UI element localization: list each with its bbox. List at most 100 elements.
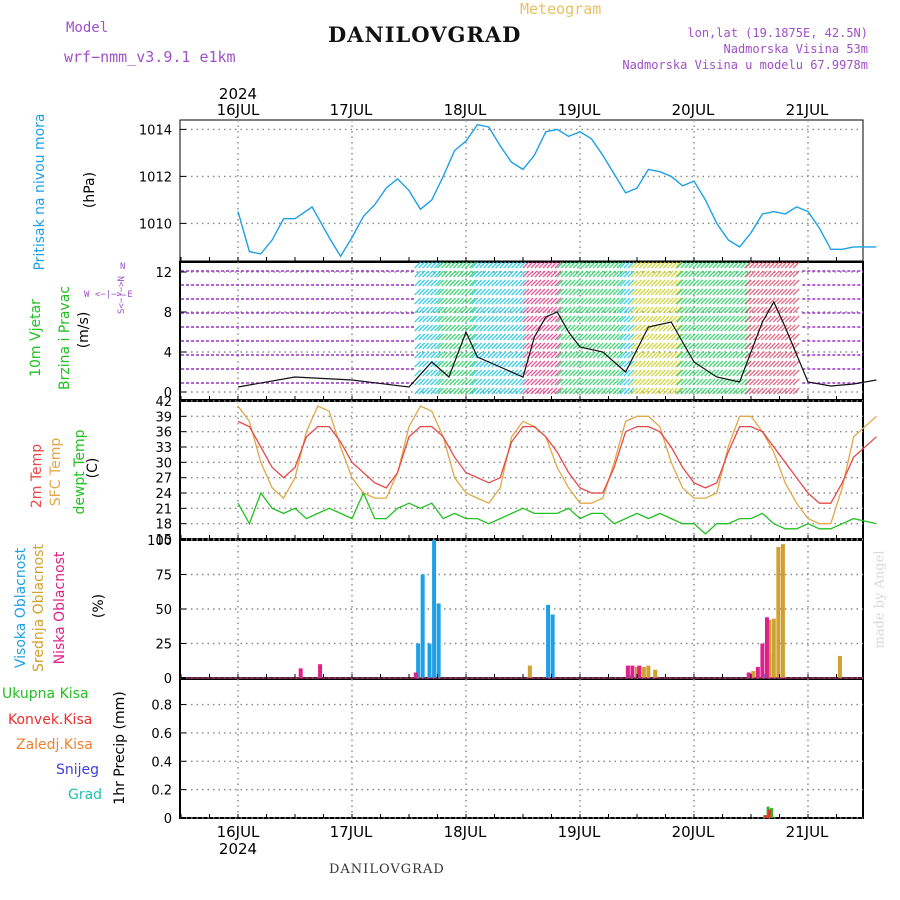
wind-barb [437,360,444,368]
wind-barb [760,297,768,305]
wind-barb [453,342,460,350]
wind-barb [756,387,764,395]
wind-barb [623,369,631,377]
wind-barb [708,324,716,332]
wind-barb [704,270,712,278]
wind-barb [662,351,670,359]
wind-barb [732,261,740,269]
wind-barb [495,351,503,359]
wind-barb [522,306,530,314]
wind-barb [546,306,554,314]
wind-barb [560,360,568,368]
temp-2m-label: 2m Temp [29,443,45,509]
wind-barb [542,387,550,395]
cloud-bar [637,665,642,678]
wind-barb [596,297,604,305]
wind-barb [572,261,580,269]
wind-barb [437,378,444,386]
wind-barb [503,387,511,395]
wind-barb [511,324,519,332]
wind-barb [453,378,460,386]
cloud-bar [746,672,751,678]
wind-barb [680,324,688,332]
wind-label-b: Brzina i Pravac [57,286,73,390]
cloud-bar [780,544,785,678]
wind-barb [604,351,612,359]
wind-barb [662,360,670,368]
wind-barb [468,369,476,377]
wind-barb [538,297,546,305]
year-label-top: 2024 [219,85,257,103]
wind-barb [666,279,674,287]
wind-barb [630,342,638,350]
wind-barb [792,288,800,296]
wind-barb [422,387,430,395]
wind-barb [616,351,624,359]
wind-barb [468,288,476,296]
wind-barb [780,297,788,305]
wind-barb [437,279,444,287]
wind-barb [460,279,468,287]
wind-barb [728,369,736,377]
wind-barb [495,342,503,350]
wind-barb [776,279,784,287]
wind-barb [526,378,534,386]
wind-barb [468,261,476,269]
wind-barb [608,387,616,395]
wind-barb [654,261,662,269]
wind-barb [680,387,688,395]
wind-barb [430,315,438,323]
wind-barb [654,351,662,359]
wind-barb [526,279,534,287]
wind-barb [554,270,562,278]
wind-barb [638,378,646,386]
wind-barb [430,387,438,395]
wind-barb [684,351,692,359]
wind-barb [422,360,430,368]
wind-barb [530,342,538,350]
wind-barb [460,270,468,278]
wind-barb [534,297,542,305]
wind-barb [680,315,688,323]
y-tick-label: 75 [155,569,172,584]
wind-barb [712,306,720,314]
wind-barb [752,378,760,386]
wind-barb [546,270,554,278]
wind-barb [684,387,692,395]
wind-barb [724,315,732,323]
wind-barb [662,297,670,305]
wind-barb [619,315,627,323]
y-tick-label: 0 [164,812,172,827]
wind-barb [700,315,708,323]
wind-barb [445,333,452,341]
wind-barb [696,261,704,269]
wind-barb [756,378,764,386]
wind-barb [483,306,491,314]
wind-barb [550,288,558,296]
precip-total-label: Ukupna Kisa [2,686,89,702]
wind-barb [792,333,800,341]
wind-barb [736,261,744,269]
cloud-bar [427,643,432,678]
wind-barb [684,270,692,278]
wind-barb [550,270,558,278]
wind-barb [487,369,495,377]
wind-barb [604,342,612,350]
wind-barb [426,369,434,377]
wind-barb [756,342,764,350]
wind-barb [479,297,487,305]
wind-barb [426,342,434,350]
wind-barb [414,324,422,332]
wind-barb [623,279,631,287]
wind-barb [519,342,527,350]
wind-barb [764,324,772,332]
wind-barb [756,288,764,296]
wind-barb [475,333,483,341]
wind-barb [588,288,596,296]
cloud-high-label: Visoka Oblacnost [13,547,29,669]
wind-barb [534,351,542,359]
wind-barb [526,369,534,377]
y-tick-label: 42 [155,395,172,410]
wind-barb [654,315,662,323]
wind-barb [676,297,684,305]
